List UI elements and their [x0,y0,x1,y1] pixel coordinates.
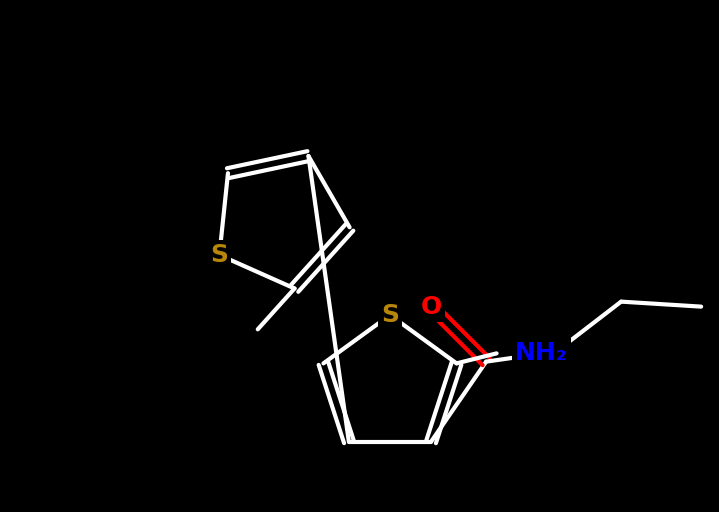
Text: S: S [211,243,229,267]
Text: NH₂: NH₂ [516,342,568,366]
Text: O: O [546,339,567,364]
Text: S: S [381,303,399,327]
Text: O: O [421,294,441,318]
